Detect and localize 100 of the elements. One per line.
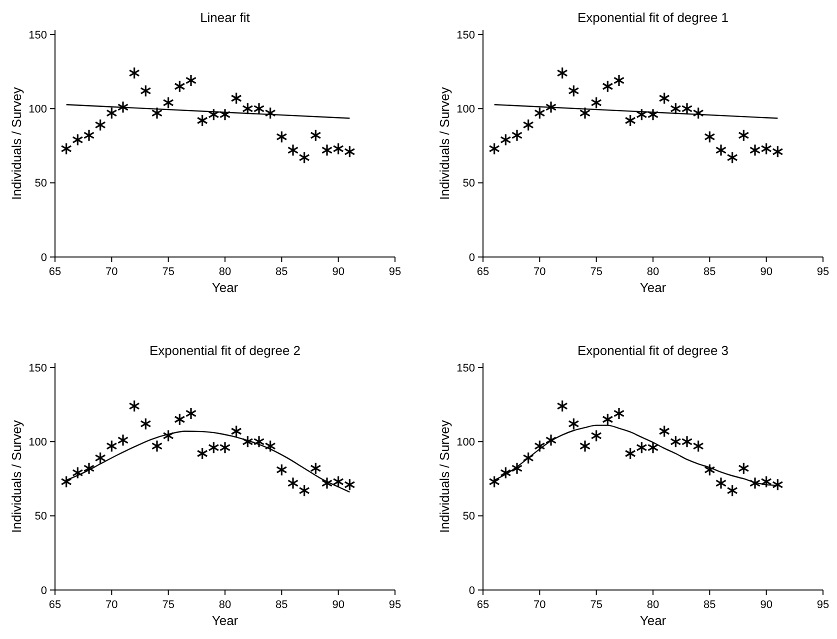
point bbox=[344, 145, 356, 158]
x-axis-title: Year bbox=[640, 613, 667, 628]
point bbox=[692, 106, 704, 120]
point bbox=[658, 92, 670, 105]
y-tick-label: 150 bbox=[456, 29, 475, 42]
point bbox=[545, 100, 557, 114]
point bbox=[704, 130, 716, 144]
point bbox=[60, 475, 72, 488]
point bbox=[264, 440, 276, 452]
point bbox=[151, 440, 163, 452]
point bbox=[230, 424, 242, 438]
x-tick-label: 95 bbox=[388, 599, 402, 611]
point bbox=[613, 74, 625, 87]
point bbox=[602, 80, 614, 93]
x-tick-label: 90 bbox=[760, 266, 772, 278]
point bbox=[568, 84, 580, 98]
x-tick-label: 80 bbox=[218, 266, 232, 278]
x-tick-label: 65 bbox=[48, 266, 62, 278]
point bbox=[83, 462, 95, 475]
point bbox=[230, 92, 242, 105]
point bbox=[545, 434, 557, 446]
point bbox=[511, 462, 523, 475]
x-tick-label: 90 bbox=[332, 266, 344, 278]
point bbox=[602, 413, 614, 426]
point bbox=[522, 118, 534, 132]
point bbox=[196, 114, 208, 127]
point bbox=[208, 108, 220, 121]
point bbox=[332, 142, 344, 155]
point bbox=[185, 74, 197, 87]
point bbox=[692, 440, 704, 452]
point bbox=[83, 129, 95, 142]
x-tick-label: 95 bbox=[388, 266, 402, 278]
y-tick-label: 150 bbox=[28, 29, 47, 42]
x-tick-label: 85 bbox=[276, 599, 288, 611]
y-axis-title: Individuals / Survey bbox=[9, 420, 24, 533]
point bbox=[321, 476, 333, 490]
y-tick-label: 0 bbox=[468, 584, 475, 597]
point bbox=[287, 144, 299, 156]
point bbox=[624, 447, 636, 460]
point bbox=[658, 424, 670, 438]
point bbox=[287, 476, 299, 490]
x-axis-title: Year bbox=[640, 280, 667, 295]
point bbox=[219, 108, 231, 121]
y-tick-label: 0 bbox=[40, 252, 47, 264]
point bbox=[276, 130, 288, 144]
x-tick-label: 90 bbox=[760, 599, 772, 611]
x-tick-label: 80 bbox=[218, 599, 232, 611]
point bbox=[522, 452, 534, 464]
x-tick-label: 80 bbox=[646, 266, 660, 278]
x-tick-label: 70 bbox=[534, 599, 546, 611]
x-axis-title: Year bbox=[212, 613, 239, 628]
point bbox=[738, 462, 750, 475]
y-tick-label: 100 bbox=[28, 436, 47, 448]
point bbox=[264, 106, 276, 120]
x-tick-label: 70 bbox=[106, 599, 118, 611]
point bbox=[208, 441, 220, 454]
point bbox=[590, 96, 602, 109]
point bbox=[579, 106, 591, 120]
x-tick-label: 65 bbox=[48, 599, 62, 611]
y-tick-label: 50 bbox=[462, 178, 475, 190]
point bbox=[624, 114, 636, 127]
point bbox=[715, 476, 727, 490]
point bbox=[760, 142, 772, 155]
point bbox=[715, 144, 727, 156]
point bbox=[174, 413, 186, 426]
point bbox=[151, 106, 163, 120]
point bbox=[647, 108, 659, 121]
point bbox=[726, 484, 738, 497]
point bbox=[772, 145, 784, 158]
point bbox=[488, 142, 500, 155]
point bbox=[511, 129, 523, 142]
point bbox=[128, 66, 140, 80]
point bbox=[310, 129, 322, 142]
x-tick-label: 85 bbox=[704, 266, 716, 278]
x-tick-label: 75 bbox=[590, 266, 602, 278]
point bbox=[760, 475, 772, 488]
y-tick-label: 50 bbox=[462, 510, 475, 523]
point bbox=[738, 129, 750, 142]
point bbox=[636, 108, 648, 121]
y-axis-title: Individuals / Survey bbox=[9, 86, 24, 200]
point bbox=[321, 144, 333, 156]
point bbox=[72, 466, 84, 480]
point bbox=[647, 441, 659, 454]
x-tick-label: 75 bbox=[162, 266, 174, 278]
point bbox=[670, 102, 682, 115]
x-axis-title: Year bbox=[212, 280, 239, 295]
point bbox=[196, 447, 208, 460]
x-tick-label: 70 bbox=[106, 266, 118, 278]
x-tick-label: 85 bbox=[276, 266, 288, 278]
point bbox=[94, 118, 106, 132]
x-tick-label: 65 bbox=[476, 266, 490, 278]
x-tick-label: 75 bbox=[590, 599, 602, 611]
point bbox=[253, 435, 265, 448]
y-tick-label: 100 bbox=[456, 436, 475, 448]
point bbox=[253, 102, 265, 115]
chart-title: Linear fit bbox=[200, 10, 250, 25]
y-tick-label: 100 bbox=[28, 103, 47, 116]
y-axis-title: Individuals / Survey bbox=[437, 86, 452, 200]
point bbox=[772, 478, 784, 491]
point bbox=[636, 441, 648, 454]
